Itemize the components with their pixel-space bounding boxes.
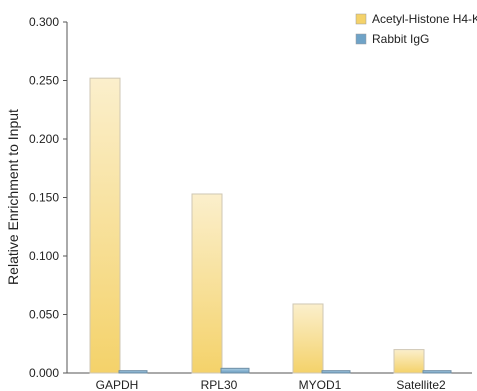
bar-igg-myod1 (321, 370, 351, 374)
legend-item-igg: Rabbit IgG (355, 32, 429, 46)
x-category-label: Satellite2 (396, 378, 446, 391)
bar-igg-gapdh (118, 370, 148, 374)
y-axis-title: Relative Enrichment to Input (5, 109, 21, 285)
legend: Acetyl-Histone H4-K5 Rabbit IgG (355, 12, 477, 46)
legend-swatch-acetyl (355, 13, 367, 25)
y-tick-label: 0.250 (29, 74, 59, 88)
x-category-label: RPL30 (201, 378, 238, 391)
y-tick-label: 0.000 (29, 366, 59, 380)
bar-acetyl-rpl30 (191, 193, 223, 374)
y-tick-label: 0.200 (29, 132, 59, 146)
x-labels: GAPDH RPL30 MYOD1 Satellite2 (96, 378, 446, 391)
x-category-label: GAPDH (96, 378, 139, 391)
y-ticks: 0.000 0.050 0.100 0.150 0.200 0.250 0.300 (29, 15, 67, 380)
y-tick-label: 0.150 (29, 191, 59, 205)
bar-acetyl-satellite2 (393, 349, 425, 374)
bar-acetyl-gapdh (89, 77, 121, 374)
x-category-label: MYOD1 (299, 378, 342, 391)
legend-item-acetyl: Acetyl-Histone H4-K5 (355, 12, 477, 26)
bars (89, 77, 452, 374)
legend-label-igg: Rabbit IgG (372, 32, 429, 46)
y-tick-label: 0.300 (29, 15, 59, 29)
bar-igg-rpl30 (220, 367, 250, 374)
legend-swatch-igg (355, 33, 367, 45)
bar-igg-satellite2 (422, 370, 452, 374)
bar-acetyl-myod1 (292, 303, 324, 374)
y-tick-label: 0.100 (29, 249, 59, 263)
y-tick-label: 0.050 (29, 308, 59, 322)
legend-label-acetyl: Acetyl-Histone H4-K5 (372, 12, 477, 26)
